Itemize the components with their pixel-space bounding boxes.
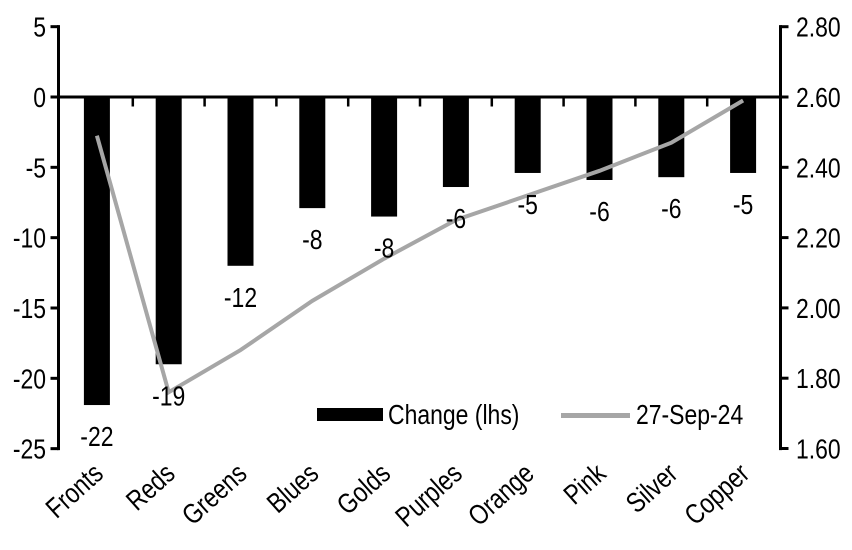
bar-value-label: -5 (517, 190, 537, 221)
left-axis-tick-label: -25 (13, 435, 46, 466)
bar-value-label: -19 (152, 381, 185, 412)
right-axis-tick-label: 2.60 (796, 83, 841, 114)
legend-line-label: 27-Sep-24 (636, 399, 744, 430)
left-axis-tick-label: -15 (13, 294, 46, 325)
legend-bar-swatch-icon (317, 408, 383, 421)
bar-value-label: -6 (661, 194, 681, 225)
left-axis-tick-label: -5 (26, 153, 46, 184)
bar-change (299, 97, 326, 209)
bar-change (442, 97, 469, 188)
bar-change (155, 97, 182, 365)
left-axis-tick-label: -20 (13, 364, 46, 395)
left-axis-tick-label: 5 (33, 13, 46, 44)
right-axis-tick-label: 1.60 (796, 434, 841, 465)
bar-value-label: -6 (446, 204, 466, 235)
legend-line-swatch-icon (561, 413, 630, 418)
bar-change (514, 97, 541, 173)
bar-value-label: -8 (374, 234, 394, 265)
bar-value-label: -22 (80, 422, 113, 453)
legend-bar-label: Change (lhs) (388, 399, 520, 430)
right-axis-tick-label: 2.00 (796, 294, 841, 325)
bar-value-label: -8 (302, 225, 322, 256)
left-axis-tick-label: 0 (33, 83, 46, 114)
right-axis-tick-label: 2.40 (796, 153, 841, 184)
bar-change (730, 97, 757, 173)
left-axis-tick-label: -10 (13, 224, 46, 255)
right-axis-tick-label: 1.80 (796, 364, 841, 395)
bar-value-label: -12 (224, 283, 257, 314)
bar-change (227, 97, 254, 266)
bar-change (83, 97, 110, 406)
line-series (94, 98, 745, 396)
right-axis-tick-label: 2.80 (796, 13, 841, 44)
bar-change (371, 97, 398, 217)
bar-value-label: -6 (589, 197, 609, 228)
right-axis-tick-label: 2.20 (796, 224, 841, 255)
bar-value-label: -5 (733, 190, 753, 221)
